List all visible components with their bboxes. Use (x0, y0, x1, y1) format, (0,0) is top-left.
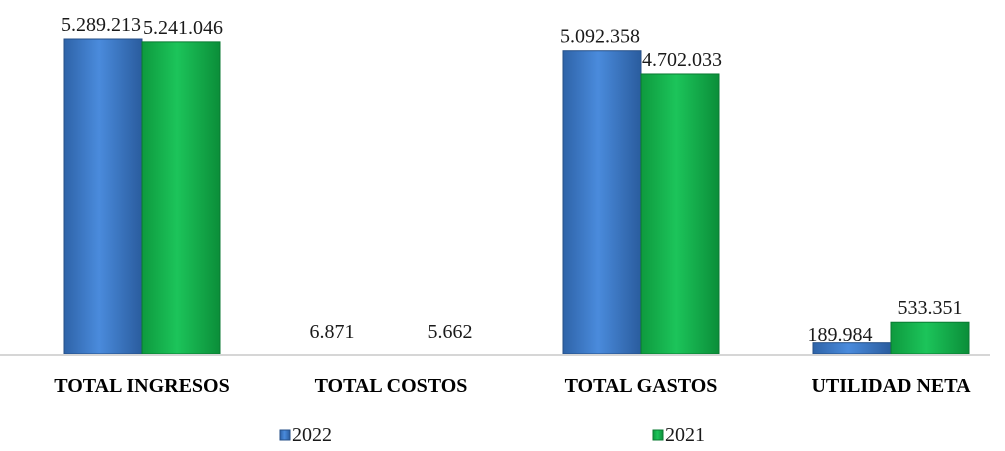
category-label-total-gastos: TOTAL GASTOS (565, 375, 718, 397)
value-labels-group: 5.289.213 5.241.046 6.871 5.662 5.092.3584.7… (61, 14, 963, 346)
legend-swatch-2022 (279, 429, 291, 441)
data-label-2022-total-ingresos: 5.289.213 (61, 14, 141, 36)
data-label-2021-utilidad-neta: 533.351 (898, 297, 963, 319)
bar-2022-total-ingresos (63, 38, 143, 355)
legend-label-2022: 2022 (292, 424, 332, 446)
bar-2021-total-gastos (640, 73, 720, 355)
legend-swatch-2021 (652, 429, 664, 441)
legend-label-2021: 2021 (665, 424, 705, 446)
bar-2022-total-gastos (562, 50, 642, 355)
bar-2021-total-ingresos (141, 41, 221, 355)
data-label-2022-utilidad-neta: 189.984 (808, 324, 873, 346)
legend: 2022 2021 (279, 424, 705, 446)
bars-group (63, 38, 970, 355)
data-label-2022-total-gastos: 5.092.358 (560, 26, 640, 48)
data-label-2022-total-costos: 6.871 (310, 321, 355, 343)
data-label-2021-total-costos: 5.662 (428, 321, 473, 343)
data-label-2021-total-gastos: 4.702.033 (642, 49, 722, 71)
category-label-total-costos: TOTAL COSTOS (315, 375, 468, 397)
data-label-2021-total-ingresos: 5.241.046 (143, 17, 223, 39)
category-labels-group: TOTAL INGRESOS TOTAL COSTOS TOTAL GASTOS UT… (54, 375, 971, 397)
category-label-total-ingresos: TOTAL INGRESOS (54, 375, 229, 397)
bar-2021-utilidad-neta (890, 321, 970, 355)
category-label-utilidad-neta: UTILIDAD NETA (811, 375, 971, 397)
